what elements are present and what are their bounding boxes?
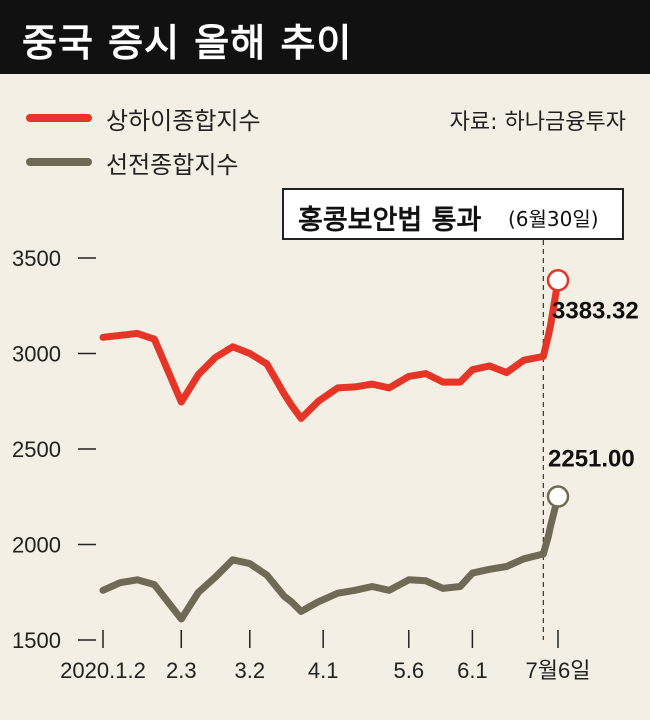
series-line-shanghai	[99, 276, 562, 422]
series-line-shenzhen	[99, 493, 562, 623]
y-tick-label: 1500	[12, 628, 61, 653]
y-tick-label: 3500	[12, 246, 61, 271]
legend-swatch-shanghai	[26, 114, 92, 122]
x-tick-label: 2.3	[166, 658, 197, 683]
x-tick-label: 3.2	[234, 658, 265, 683]
x-tick-label: 5.6	[393, 658, 424, 683]
x-tick-label: 7월6일	[526, 658, 591, 683]
x-tick-label: 6.1	[457, 658, 488, 683]
source-note: 자료: 하나금융투자	[449, 110, 626, 135]
title-bar: 중국 증시 올해 추이	[0, 0, 650, 74]
annotation-text: 홍콩보안법 통과	[298, 205, 482, 236]
y-tick-label: 2500	[12, 437, 61, 462]
end-point-marker	[546, 269, 570, 292]
annotation-date: (6월30일)	[508, 207, 599, 231]
legend-label-shenzhen: 선전종합지수	[106, 151, 239, 179]
y-tick-label: 3000	[12, 342, 61, 367]
annotation-box: 홍콩보안법 통과 (6월30일)	[282, 188, 624, 240]
end-point-marker	[546, 485, 570, 508]
y-tick-label: 2000	[12, 533, 61, 558]
legend-label-shanghai: 상하이종합지수	[106, 107, 261, 135]
chart-title: 중국 증시 올해 추이	[22, 21, 353, 65]
end-value-label: 2251.00	[548, 446, 635, 473]
legend-swatch-shenzhen	[26, 158, 92, 166]
x-tick-label: 4.1	[308, 658, 339, 683]
end-value-label: 3383.32	[552, 297, 639, 324]
x-tick-label: 2020.1.2	[60, 658, 146, 683]
